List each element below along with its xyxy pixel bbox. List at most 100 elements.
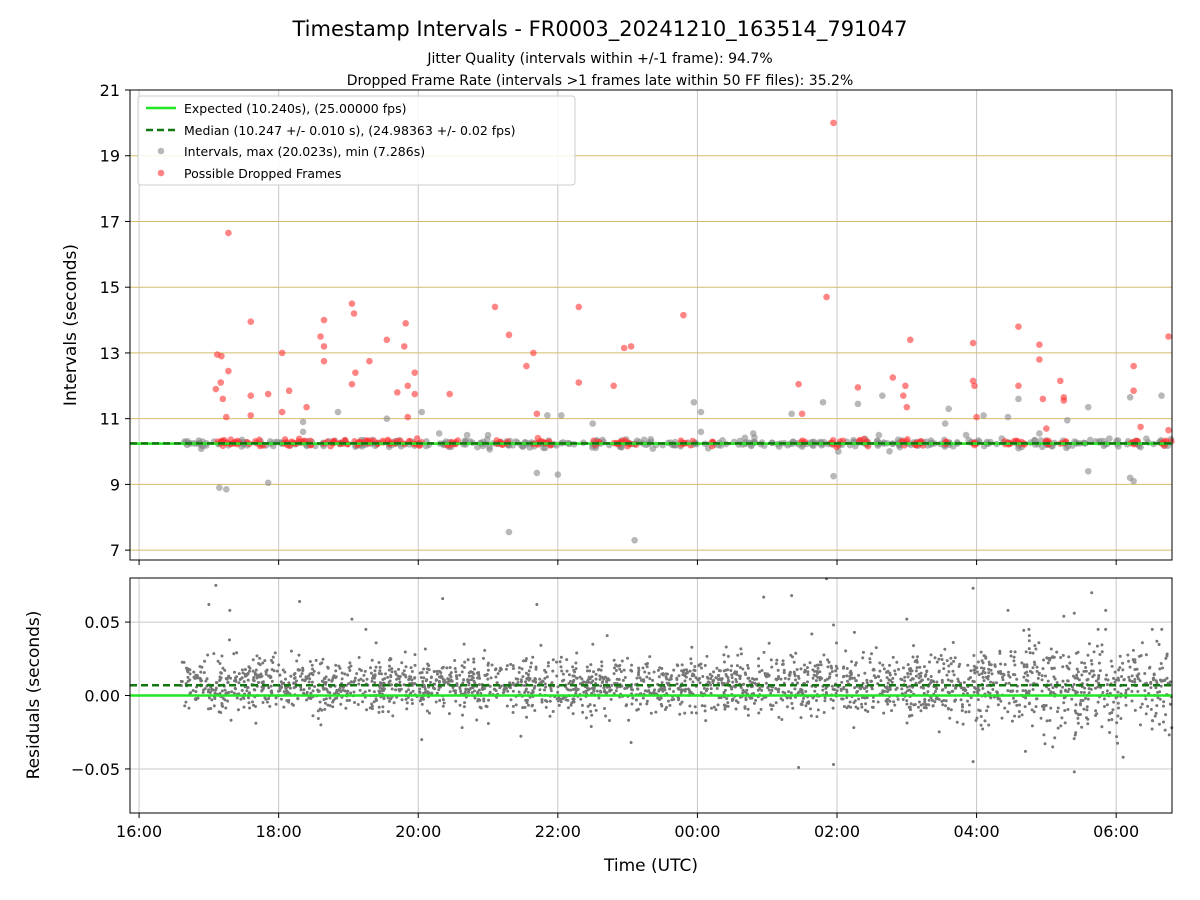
residual-point <box>253 671 257 675</box>
dropped-frame-point <box>1165 333 1172 340</box>
residual-point <box>239 697 243 701</box>
residual-point <box>942 667 946 671</box>
residual-point <box>557 703 561 707</box>
residual-point <box>245 672 249 676</box>
residual-point <box>268 676 272 680</box>
residual-point <box>924 706 928 710</box>
residual-point <box>827 676 831 680</box>
residual-point <box>386 710 390 714</box>
residual-point <box>235 675 239 679</box>
residual-point <box>743 706 747 710</box>
residual-point <box>447 678 451 682</box>
residual-point <box>947 664 951 668</box>
residual-point <box>1033 662 1037 666</box>
residual-point <box>184 700 188 704</box>
residual-point <box>534 667 538 671</box>
residual-point <box>289 674 293 678</box>
top-y-tick-label: 19 <box>100 147 120 166</box>
residual-point <box>1009 650 1013 654</box>
residual-point <box>378 669 382 673</box>
residual-point <box>692 674 696 678</box>
residual-point <box>1022 663 1026 667</box>
residual-point <box>1020 713 1024 717</box>
residual-point <box>1025 663 1029 667</box>
residual-point <box>853 663 857 667</box>
bottom-y-tick-label: −0.05 <box>71 760 120 779</box>
residual-point <box>374 641 378 645</box>
residual-point <box>1085 705 1089 709</box>
residual-point <box>969 669 973 673</box>
residual-point <box>207 696 211 700</box>
residual-point <box>1159 684 1163 688</box>
residual-point <box>793 672 797 676</box>
residual-point <box>559 655 563 659</box>
residual-point <box>974 719 978 723</box>
residual-point <box>462 705 466 709</box>
residual-point <box>274 702 278 706</box>
residual-outlier-point <box>629 741 633 744</box>
residual-point <box>830 670 834 674</box>
residual-point <box>823 679 827 683</box>
residual-point <box>531 690 535 694</box>
residual-point <box>1113 670 1117 674</box>
residual-point <box>1116 690 1120 694</box>
dropped-cluster-point <box>220 436 228 444</box>
residual-point <box>533 709 537 713</box>
residual-point <box>206 690 210 694</box>
residual-outlier-point <box>228 608 232 612</box>
residual-point <box>1075 667 1079 671</box>
residual-point <box>730 664 734 668</box>
residual-point <box>766 686 770 690</box>
dropped-frame-point <box>352 369 359 376</box>
residual-point <box>905 702 909 706</box>
residual-point <box>1108 730 1112 734</box>
dropped-frame-point <box>1060 397 1068 404</box>
residual-point <box>746 707 750 711</box>
residual-point <box>1150 727 1154 731</box>
residual-point <box>394 672 398 676</box>
residual-point <box>284 687 288 691</box>
residual-point <box>551 709 555 713</box>
residual-point <box>592 686 596 690</box>
residual-point <box>377 689 381 693</box>
residual-point <box>726 654 730 658</box>
top-y-tick-label: 13 <box>100 344 120 363</box>
residual-point <box>1144 712 1148 716</box>
residual-point <box>1060 716 1064 720</box>
interval-outlier-point <box>299 418 307 426</box>
top-y-tick-label: 15 <box>100 278 120 297</box>
residual-point <box>815 669 819 673</box>
residual-point <box>886 669 890 673</box>
residual-point <box>566 706 570 710</box>
residual-point <box>264 672 268 676</box>
residual-point <box>915 666 919 670</box>
interval-outlier-point <box>216 484 223 491</box>
residual-point <box>1020 661 1024 665</box>
residual-point <box>245 689 249 693</box>
residual-point <box>829 664 833 668</box>
residual-point <box>1150 698 1154 702</box>
residual-point <box>606 677 610 681</box>
residual-point <box>1076 670 1080 674</box>
residual-point <box>309 697 313 701</box>
residual-point <box>612 658 616 662</box>
residual-point <box>447 712 451 716</box>
interval-outlier-point <box>383 415 391 422</box>
residual-point <box>455 677 459 681</box>
legend-dropped-label: Possible Dropped Frames <box>184 166 341 181</box>
residual-point <box>346 689 350 693</box>
legend-box <box>137 95 576 186</box>
residual-point <box>406 688 410 692</box>
residual-point <box>805 666 809 670</box>
residual-point <box>920 678 924 682</box>
chart-title: Timestamp Intervals - FR0003_20241210_16… <box>291 17 907 42</box>
dropped-frame-point <box>217 379 225 386</box>
residual-point <box>473 681 477 685</box>
residual-point <box>1084 669 1088 673</box>
dropped-cluster-point <box>856 436 864 444</box>
residual-point <box>280 682 284 686</box>
residual-point <box>738 677 742 681</box>
residual-point <box>1011 696 1015 700</box>
residual-point <box>599 668 603 672</box>
residual-point <box>914 669 918 673</box>
